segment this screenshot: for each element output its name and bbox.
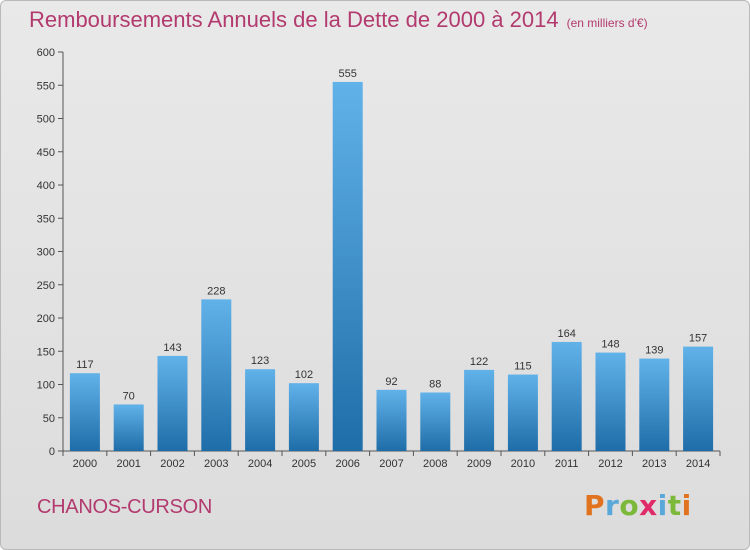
- value-label: 228: [207, 285, 225, 297]
- y-tick-label: 350: [37, 213, 55, 225]
- bar: [157, 355, 188, 451]
- value-label: 164: [558, 328, 576, 340]
- y-tick-label: 100: [37, 380, 55, 392]
- value-label: 123: [251, 355, 269, 367]
- chart-title-text: Remboursements Annuels de la Dette de 20…: [29, 7, 559, 32]
- chart-bars: [69, 81, 714, 452]
- logo-letter: o: [619, 489, 640, 522]
- value-label: 139: [645, 345, 663, 357]
- value-label: 70: [123, 390, 135, 402]
- bar: [288, 383, 319, 451]
- bar: [245, 369, 276, 451]
- y-tick-label: 500: [37, 114, 55, 126]
- bar: [683, 346, 714, 451]
- chart-unit-label: (en milliers d'€): [566, 16, 648, 30]
- logo-letter: i: [681, 489, 692, 522]
- logo-letter: x: [639, 489, 658, 522]
- x-tick-label: 2005: [292, 458, 316, 470]
- commune-name: CHANOS-CURSON: [37, 496, 212, 518]
- x-tick-label: 2011: [555, 458, 579, 470]
- chart-labels: 2000 117 2001 70 2002 143 2003 228 2004 123 2005 10…: [73, 68, 711, 470]
- bar: [113, 404, 144, 451]
- x-tick-label: 2014: [686, 458, 710, 470]
- x-tick-label: 2008: [423, 458, 447, 470]
- x-tick-label: 2000: [73, 458, 97, 470]
- value-label: 117: [76, 359, 94, 371]
- x-tick-label: 2007: [379, 458, 403, 470]
- x-tick-label: 2009: [467, 458, 491, 470]
- y-tick-label: 550: [37, 80, 55, 92]
- x-tick-label: 2012: [598, 458, 622, 470]
- value-label: 148: [601, 339, 619, 351]
- bar: [201, 299, 232, 451]
- bar: [376, 389, 407, 451]
- x-tick-label: 2010: [511, 458, 535, 470]
- y-tick-label: 300: [37, 247, 55, 259]
- x-tick-label: 2013: [642, 458, 666, 470]
- x-tick-label: 2006: [335, 458, 359, 470]
- x-tick-label: 2004: [248, 458, 272, 470]
- x-tick-label: 2003: [204, 458, 228, 470]
- x-tick-label: 2002: [160, 458, 184, 470]
- logo-letter: i: [657, 489, 668, 522]
- value-label: 122: [470, 356, 488, 368]
- y-tick-label: 400: [37, 180, 55, 192]
- value-label: 115: [514, 361, 532, 373]
- y-tick-label: 450: [37, 147, 55, 159]
- logo-letter: r: [605, 489, 620, 522]
- bar: [507, 374, 538, 451]
- bar: [332, 81, 363, 452]
- value-label: 143: [163, 342, 181, 354]
- bar: [551, 341, 582, 451]
- value-label: 92: [385, 376, 397, 388]
- proxiti-logo: Proxiti: [584, 489, 692, 522]
- y-tick-label: 600: [37, 47, 55, 59]
- x-tick-label: 2001: [116, 458, 140, 470]
- bar: [464, 369, 495, 451]
- y-tick-label: 0: [49, 446, 55, 458]
- logo-letter: t: [667, 489, 682, 522]
- value-label: 102: [295, 369, 313, 381]
- value-label: 157: [689, 333, 707, 345]
- logo-letter: P: [584, 489, 606, 522]
- bar: [69, 373, 100, 451]
- bar: [420, 392, 451, 451]
- bar: [639, 358, 670, 451]
- chart-title: Remboursements Annuels de la Dette de 20…: [29, 7, 648, 33]
- bar: [595, 352, 626, 451]
- y-tick-label: 200: [37, 313, 55, 325]
- value-label: 555: [339, 68, 357, 80]
- y-tick-label: 250: [37, 280, 55, 292]
- value-label: 88: [429, 378, 441, 390]
- y-tick-label: 150: [37, 346, 55, 358]
- y-tick-label: 50: [43, 413, 55, 425]
